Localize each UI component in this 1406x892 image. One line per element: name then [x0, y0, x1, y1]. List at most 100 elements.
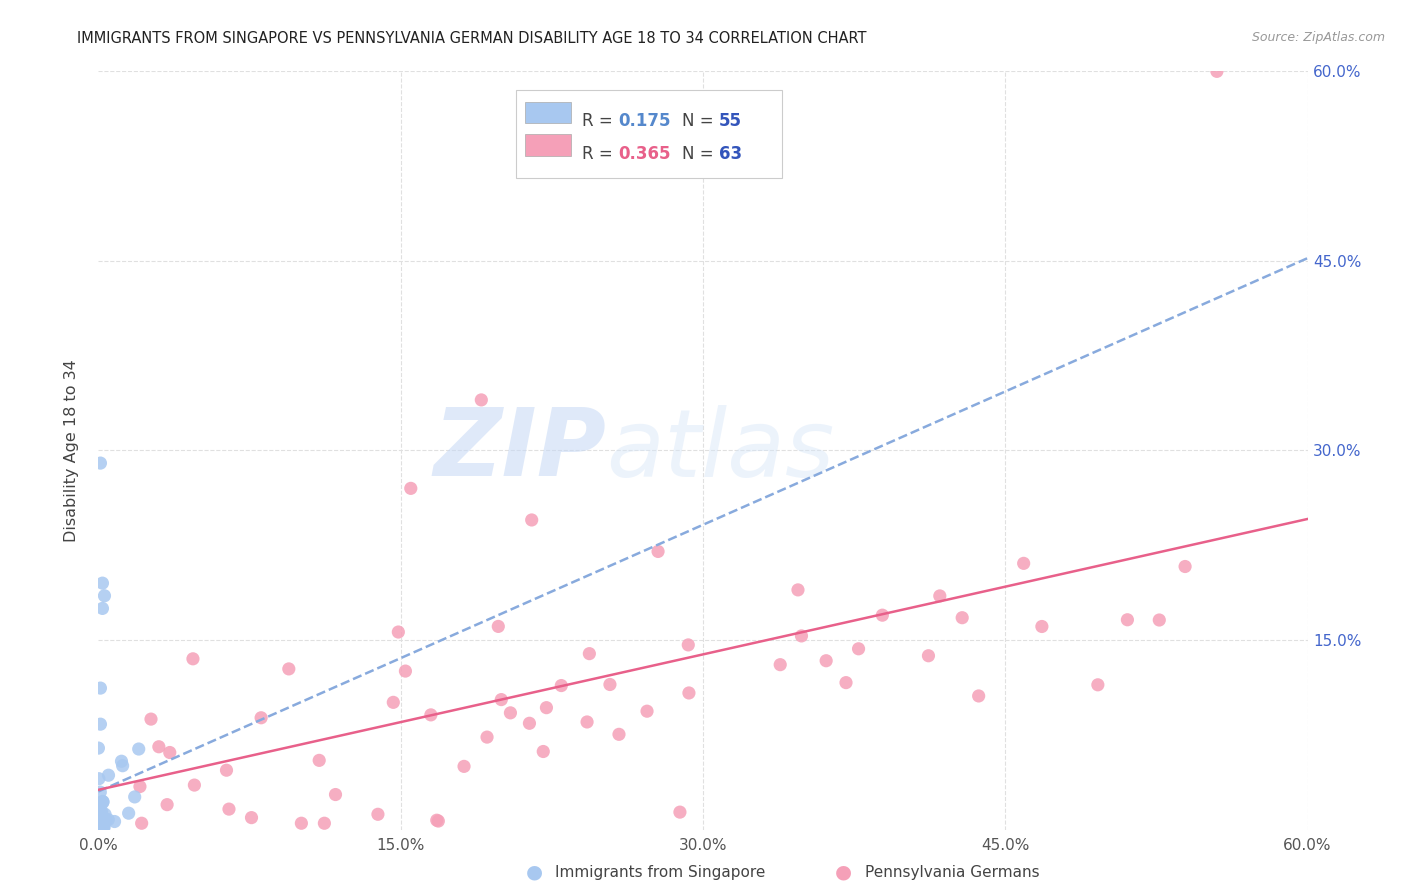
Point: [536, 700, 558, 714]
Point: [314, 816, 336, 830]
Point: [148, 739, 170, 754]
Point: [91, 576, 114, 591]
Point: [129, 780, 152, 794]
Point: [427, 814, 450, 828]
Point: [156, 797, 179, 812]
Point: [91, 796, 114, 810]
Text: 0.175: 0.175: [619, 112, 671, 130]
Point: [419, 707, 441, 722]
Point: [94, 807, 117, 822]
Point: [87, 817, 110, 831]
Point: [118, 806, 141, 821]
Point: [91, 794, 114, 808]
Text: Immigrants from Singapore: Immigrants from Singapore: [555, 865, 766, 880]
Point: [91, 812, 114, 826]
Point: [89, 822, 111, 837]
Point: [647, 544, 669, 558]
Point: [787, 582, 810, 597]
Point: [1012, 557, 1035, 571]
Point: [917, 648, 939, 663]
Point: [426, 814, 449, 828]
Point: [89, 456, 111, 470]
Point: [967, 689, 990, 703]
Point: [139, 712, 162, 726]
Text: ZIP: ZIP: [433, 404, 606, 497]
Point: [89, 812, 111, 826]
Point: [110, 754, 132, 768]
Point: [97, 768, 120, 782]
Point: [90, 819, 112, 833]
Point: [87, 802, 110, 816]
Point: [91, 816, 114, 830]
Point: [91, 601, 114, 615]
Point: [678, 638, 700, 652]
Point: [367, 807, 389, 822]
Point: [475, 730, 498, 744]
Point: [89, 820, 111, 834]
Point: [928, 589, 950, 603]
Point: [93, 589, 115, 603]
Point: [607, 727, 630, 741]
Point: [128, 742, 150, 756]
Point: [89, 717, 111, 731]
Point: [394, 664, 416, 678]
Point: [215, 763, 238, 777]
Point: [835, 675, 858, 690]
Point: [91, 821, 114, 835]
Text: 55: 55: [718, 112, 742, 130]
Point: [87, 820, 110, 834]
Point: [1206, 64, 1229, 78]
Point: [89, 802, 111, 816]
Point: [1087, 678, 1109, 692]
Point: [486, 619, 509, 633]
Point: [453, 759, 475, 773]
Point: [872, 608, 894, 623]
Text: R =: R =: [582, 145, 619, 163]
Point: [91, 795, 114, 809]
Point: [769, 657, 792, 672]
Text: 63: 63: [718, 145, 742, 163]
Point: [277, 662, 299, 676]
Point: [678, 686, 700, 700]
Point: [550, 679, 572, 693]
Text: N =: N =: [682, 112, 720, 130]
Point: [290, 816, 312, 830]
Point: [399, 482, 422, 496]
FancyBboxPatch shape: [526, 135, 571, 155]
Point: [578, 647, 600, 661]
Point: [89, 802, 111, 816]
Point: [790, 629, 813, 643]
Point: [90, 804, 112, 818]
Y-axis label: Disability Age 18 to 34: Disability Age 18 to 34: [65, 359, 79, 541]
Text: 0.365: 0.365: [619, 145, 671, 163]
Point: [89, 815, 111, 830]
Point: [499, 706, 522, 720]
Point: [91, 821, 114, 835]
Point: [93, 813, 115, 827]
Point: [87, 811, 110, 825]
Text: N =: N =: [682, 145, 720, 163]
Point: [848, 641, 870, 656]
Point: [470, 392, 492, 407]
Point: [1031, 619, 1053, 633]
Point: [89, 810, 111, 824]
Point: [90, 805, 112, 820]
Point: [94, 814, 117, 828]
Point: [519, 716, 541, 731]
Point: [89, 681, 111, 695]
Text: Source: ZipAtlas.com: Source: ZipAtlas.com: [1251, 31, 1385, 45]
FancyBboxPatch shape: [526, 102, 571, 123]
Point: [576, 714, 599, 729]
Text: ●: ●: [835, 863, 852, 882]
Point: [387, 625, 409, 640]
Point: [87, 741, 110, 756]
Point: [815, 654, 838, 668]
Text: atlas: atlas: [606, 405, 835, 496]
Point: [93, 821, 115, 835]
Point: [87, 798, 110, 813]
Text: IMMIGRANTS FROM SINGAPORE VS PENNSYLVANIA GERMAN DISABILITY AGE 18 TO 34 CORRELA: IMMIGRANTS FROM SINGAPORE VS PENNSYLVANI…: [77, 31, 868, 46]
Point: [124, 789, 146, 804]
Point: [1149, 613, 1171, 627]
Point: [308, 753, 330, 767]
Point: [325, 788, 347, 802]
